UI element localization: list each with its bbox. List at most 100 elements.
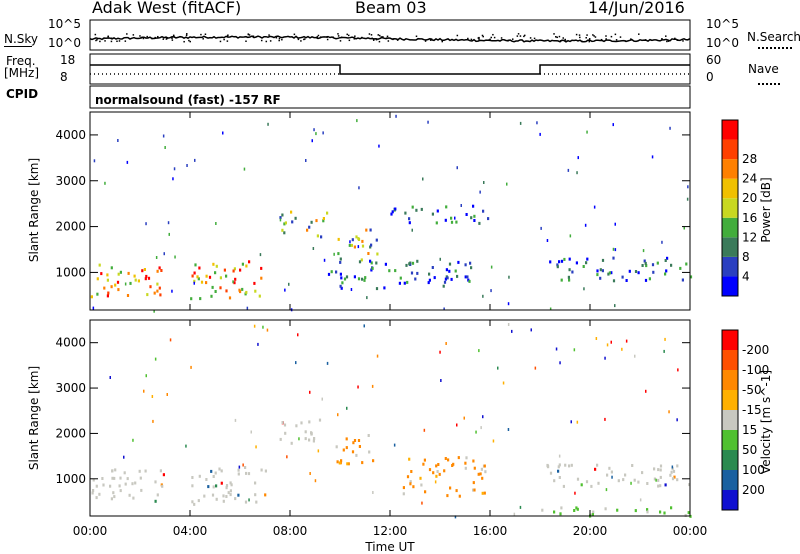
velocity-cell bbox=[604, 356, 606, 360]
x-tick-label: 04:00 bbox=[173, 524, 208, 538]
power-cell bbox=[212, 262, 215, 266]
velocity-cell bbox=[423, 428, 426, 432]
power-cell bbox=[158, 266, 161, 270]
power-cell bbox=[642, 249, 645, 253]
noise-search-point bbox=[189, 40, 191, 43]
velocity-cell bbox=[513, 512, 516, 516]
velocity-cell bbox=[304, 437, 307, 441]
y-tick-label: 1000 bbox=[55, 265, 86, 279]
noise-search-point bbox=[507, 39, 510, 42]
y-tick-label: 1000 bbox=[55, 472, 86, 486]
noise-search-point bbox=[118, 40, 121, 42]
velocity-cell bbox=[672, 469, 676, 473]
velocity-cell bbox=[95, 496, 98, 500]
velocity-cell bbox=[435, 464, 438, 468]
velocity-cell bbox=[446, 494, 449, 498]
power-cell bbox=[560, 278, 563, 282]
noise-search-point bbox=[686, 39, 689, 41]
power-cell bbox=[106, 278, 109, 282]
power-cell bbox=[472, 204, 475, 208]
power-cell bbox=[193, 279, 196, 283]
power-heatmap-cells bbox=[90, 114, 693, 313]
velocity-cell bbox=[677, 368, 679, 372]
noise-search-point bbox=[278, 39, 280, 42]
power-cell bbox=[689, 275, 693, 279]
velocity-cell bbox=[338, 461, 341, 465]
velocity-cell bbox=[154, 357, 157, 361]
velocity-cell bbox=[244, 500, 248, 504]
noise-search-point bbox=[265, 40, 268, 43]
noise-search-point bbox=[529, 37, 532, 39]
power-cell bbox=[164, 146, 166, 149]
velocity-cell bbox=[541, 508, 544, 512]
velocity-cell bbox=[123, 471, 126, 475]
power-cell bbox=[378, 144, 380, 148]
velocity-cell bbox=[310, 432, 313, 436]
velocity-cell bbox=[409, 480, 412, 484]
freq-left-tick-top: 18 bbox=[60, 53, 76, 67]
velocity-cell bbox=[154, 480, 157, 484]
power-cell bbox=[473, 219, 476, 222]
nsky-legend-line bbox=[4, 46, 32, 47]
power-cell bbox=[599, 276, 602, 280]
power-cell bbox=[160, 269, 163, 272]
velocity-cell bbox=[321, 397, 323, 401]
power-cell bbox=[428, 278, 431, 282]
velocity-cell bbox=[555, 347, 558, 351]
velocity-cell bbox=[128, 493, 131, 497]
noise-search-points bbox=[94, 33, 689, 43]
velocity-cell bbox=[560, 506, 563, 510]
power-cell bbox=[193, 281, 195, 285]
velocity-cell bbox=[605, 488, 608, 492]
velocity-cell bbox=[576, 507, 579, 511]
noise-search-point bbox=[146, 35, 148, 38]
power-cell bbox=[357, 245, 360, 249]
power-cell bbox=[641, 264, 644, 267]
power-cell bbox=[645, 264, 648, 268]
power-cell bbox=[117, 272, 120, 276]
colorbar-segment bbox=[722, 390, 738, 410]
noise-search-point bbox=[578, 34, 581, 36]
colorbar-segment bbox=[722, 330, 738, 350]
power-cell bbox=[153, 291, 156, 295]
velocity-cell bbox=[546, 463, 549, 467]
power-cell bbox=[92, 306, 95, 310]
power-cell bbox=[681, 278, 684, 282]
noise-search-point bbox=[223, 38, 225, 41]
velocity-cell bbox=[594, 467, 597, 471]
noise-search-point bbox=[579, 36, 581, 39]
noise-search-point bbox=[470, 38, 473, 41]
velocity-cell bbox=[511, 329, 513, 333]
power-cell bbox=[345, 275, 349, 279]
velocity-cell bbox=[633, 478, 636, 482]
power-cell bbox=[141, 269, 144, 273]
velocity-cell bbox=[166, 393, 168, 396]
colorbar-segment bbox=[722, 450, 738, 470]
power-cell bbox=[370, 243, 373, 247]
velocity-cell bbox=[248, 498, 250, 502]
velocity-cell bbox=[255, 445, 257, 449]
power-cell bbox=[466, 275, 469, 279]
power-cell bbox=[337, 252, 340, 256]
colorbar-segment bbox=[722, 178, 738, 199]
velocity-cell bbox=[357, 385, 359, 389]
velocity-cell bbox=[262, 325, 264, 329]
velocity-cell bbox=[295, 424, 298, 428]
velocity-cell bbox=[557, 465, 560, 469]
power-cell bbox=[411, 205, 414, 209]
velocity-cell bbox=[573, 509, 576, 512]
power-cell bbox=[482, 209, 485, 213]
velocity-cell bbox=[473, 488, 476, 492]
velocity-cell bbox=[207, 485, 210, 489]
velocity-cell bbox=[215, 484, 218, 488]
power-cell bbox=[281, 213, 284, 217]
noise-search-point bbox=[95, 39, 97, 42]
power-cell bbox=[467, 278, 470, 282]
power-cell bbox=[159, 293, 162, 297]
velocity-cell bbox=[197, 499, 200, 503]
noise-search-point bbox=[340, 36, 343, 39]
noise-search-point bbox=[339, 40, 342, 42]
power-cell bbox=[577, 156, 579, 160]
noise-trace bbox=[89, 35, 691, 43]
velocity-cell bbox=[419, 476, 422, 480]
